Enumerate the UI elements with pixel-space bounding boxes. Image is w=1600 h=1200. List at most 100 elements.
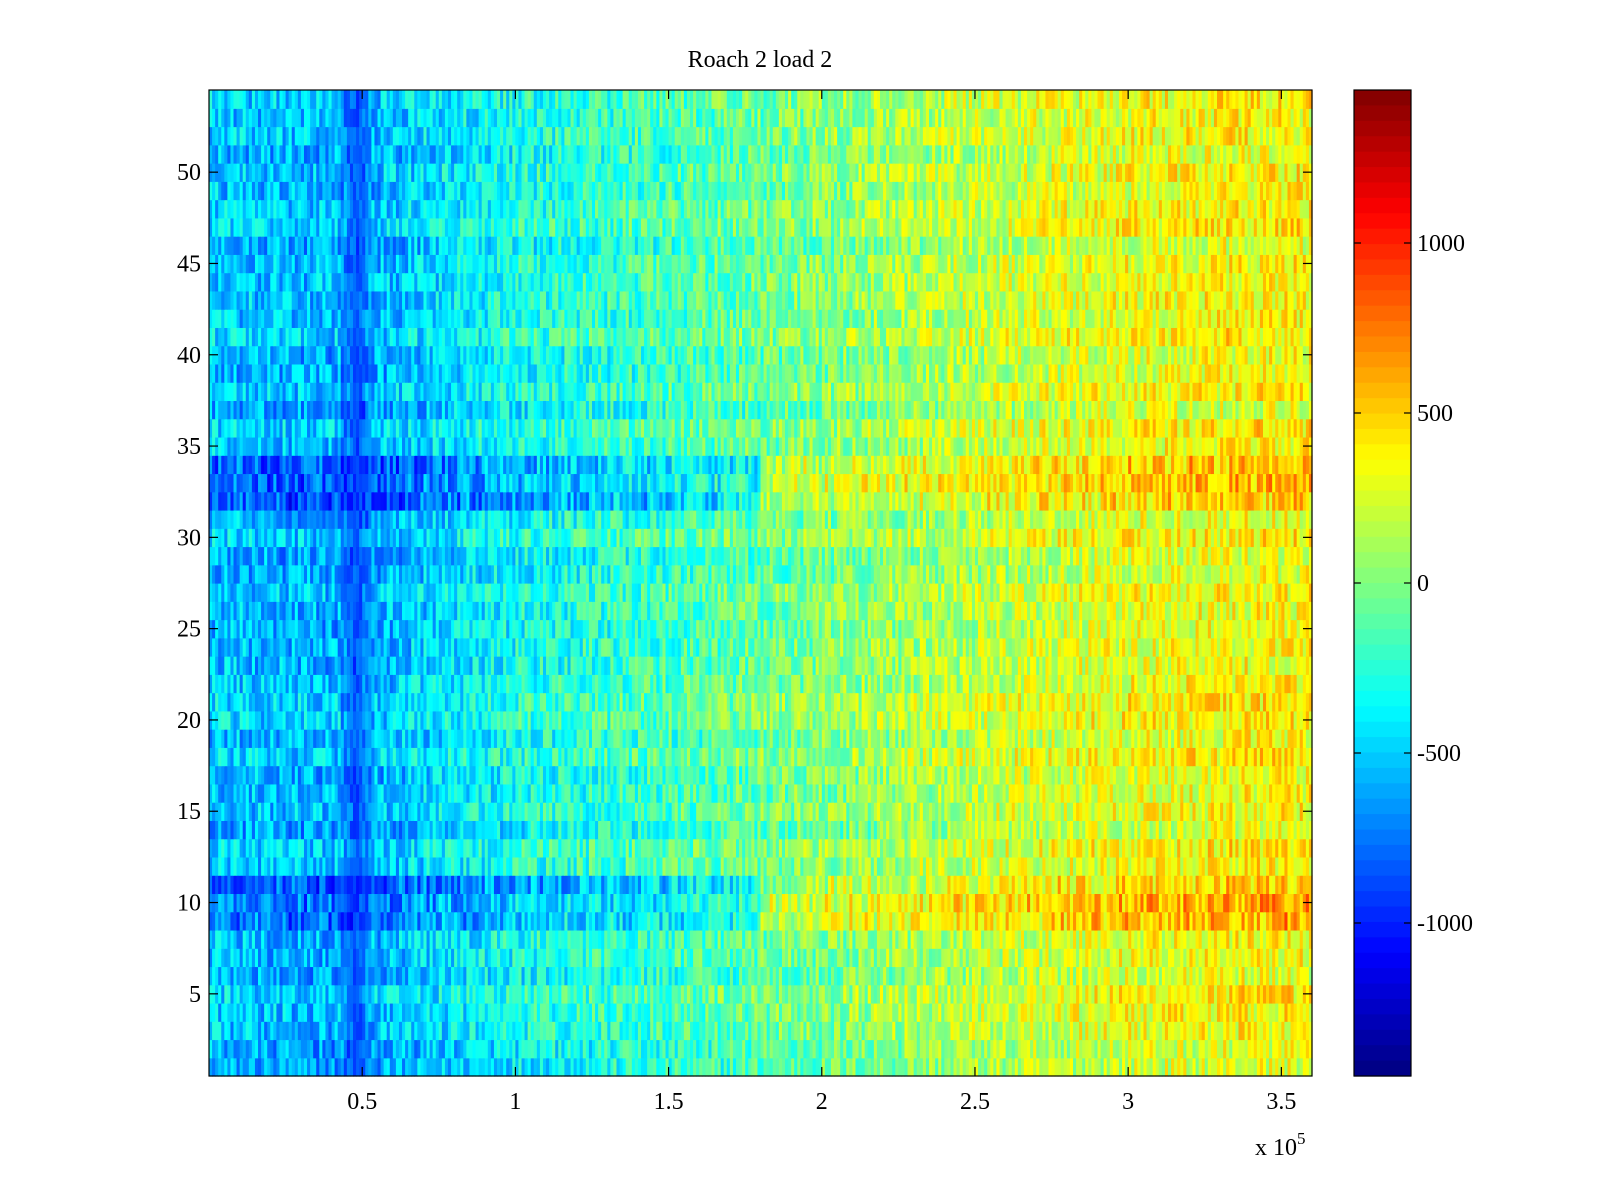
heatmap-cell [334,984,339,1004]
heatmap-cell [530,1039,535,1059]
heatmap-cell [791,893,795,913]
heatmap-cell [1229,875,1233,895]
heatmap-cell [901,911,906,931]
heatmap-cell [1112,929,1117,949]
heatmap-cell [267,856,271,876]
heatmap-cell [601,911,605,931]
heatmap-cell [1284,1002,1289,1022]
heatmap-cell [674,856,679,876]
heatmap-cell [478,893,483,913]
heatmap-cell [570,984,575,1004]
heatmap-cell [588,1021,593,1041]
heatmap-cell [834,948,838,968]
heatmap-cell [316,1057,320,1077]
heatmap-cell [751,838,755,858]
heatmap-cell [1195,929,1200,949]
heatmap-cell [353,820,357,840]
heatmap-cell [735,1039,740,1059]
heatmap-cell [690,856,694,876]
heatmap-cell [772,1021,777,1041]
heatmap-cell [1198,1002,1203,1022]
heatmap-cell [346,1002,351,1022]
heatmap-cell [466,966,471,986]
heatmap-cell [579,893,584,913]
heatmap-cell [754,929,759,949]
heatmap-cell [506,820,510,840]
heatmap-cell [441,838,446,858]
heatmap-cell [331,929,336,949]
heatmap-cell [1269,1002,1273,1022]
heatmap-cell [518,1039,523,1059]
heatmap-cell [423,893,428,913]
heatmap-cell [1094,893,1099,913]
heatmap-cell [775,948,780,968]
heatmap-cell [408,911,412,931]
heatmap-cell [720,1057,725,1077]
heatmap-cell [1262,911,1267,931]
heatmap-cell [353,856,357,876]
heatmap-cell [1275,966,1279,986]
heatmap-cell [300,1039,305,1059]
heatmap-cell [607,948,611,968]
heatmap-cell [264,948,268,968]
heatmap-cell [515,948,520,968]
heatmap-cell [757,875,762,895]
heatmap-cell [509,1057,513,1077]
heatmap-cell [493,856,498,876]
heatmap-cell [374,1002,379,1022]
heatmap-cell [1174,948,1178,968]
heatmap-cell [1033,948,1037,968]
heatmap-cell [1088,1057,1092,1077]
heatmap-cell [552,911,556,931]
heatmap-cell [343,1002,348,1022]
heatmap-cell [910,875,915,895]
heatmap-cell [720,856,725,876]
heatmap-cell [1149,911,1154,931]
heatmap-cell [929,1021,933,1041]
heatmap-cell [1039,1021,1043,1041]
heatmap-cell [1030,893,1034,913]
heatmap-cell [417,1057,421,1077]
heatmap-cell [711,875,716,895]
heatmap-cell [1220,911,1224,931]
heatmap-cell [735,1002,740,1022]
heatmap-cell [956,875,961,895]
heatmap-cell [864,1057,869,1077]
heatmap-cell [809,893,814,913]
heatmap-cell [414,948,418,968]
heatmap-cell [444,838,449,858]
heatmap-cell [1131,929,1135,949]
heatmap-cell [337,1057,342,1077]
heatmap-cell [601,1057,605,1077]
heatmap-cell [466,929,471,949]
heatmap-cell [276,1057,281,1077]
heatmap-cell [1284,1039,1289,1059]
heatmap-cell [686,1021,691,1041]
heatmap-cell [1229,911,1233,931]
heatmap-cell [1299,929,1304,949]
heatmap-cell [472,1057,477,1077]
heatmap-cell [435,1057,440,1077]
heatmap-cell [947,893,952,913]
heatmap-cell [469,929,474,949]
heatmap-cell [1069,1021,1074,1041]
heatmap-cell [555,1021,559,1041]
heatmap-cell [693,929,697,949]
heatmap-cell [628,911,633,931]
heatmap-cell [230,875,235,895]
heatmap-cell [659,893,664,913]
heatmap-cell [1091,966,1096,986]
heatmap-cell [1192,1021,1197,1041]
heatmap-cell [1195,875,1200,895]
heatmap-cell [233,966,238,986]
heatmap-cell [1149,875,1154,895]
heatmap-cell [481,911,486,931]
heatmap-cell [1137,948,1142,968]
heatmap-cell [686,911,691,931]
heatmap-cell [978,948,982,968]
heatmap-cell [775,966,780,986]
heatmap-cell [726,893,731,913]
heatmap-cell [760,856,765,876]
heatmap-cell [297,984,302,1004]
heatmap-cell [536,838,541,858]
